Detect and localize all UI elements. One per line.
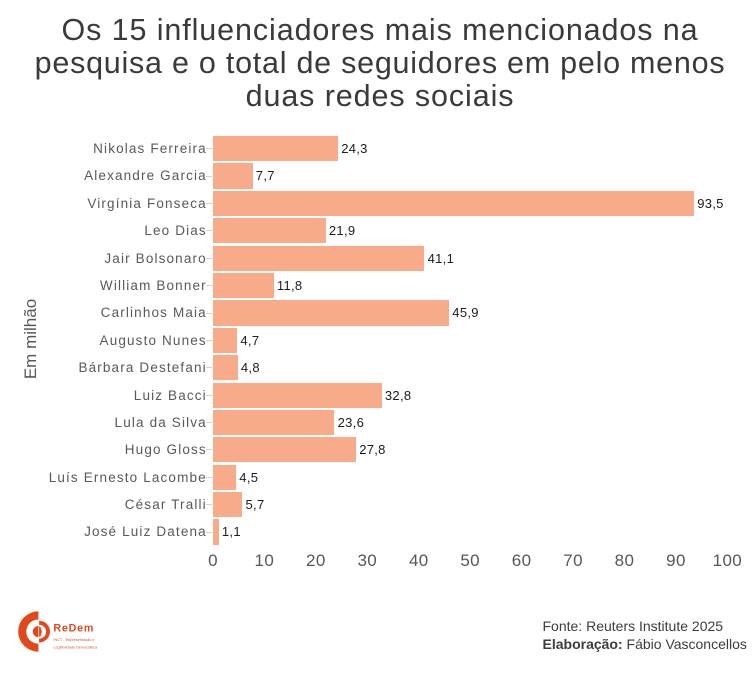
svg-text:ReDem: ReDem [53,623,94,635]
svg-text:Legitimidade Democrática: Legitimidade Democrática [53,645,98,649]
svg-text:INCT - Representação e: INCT - Representação e [53,638,94,642]
